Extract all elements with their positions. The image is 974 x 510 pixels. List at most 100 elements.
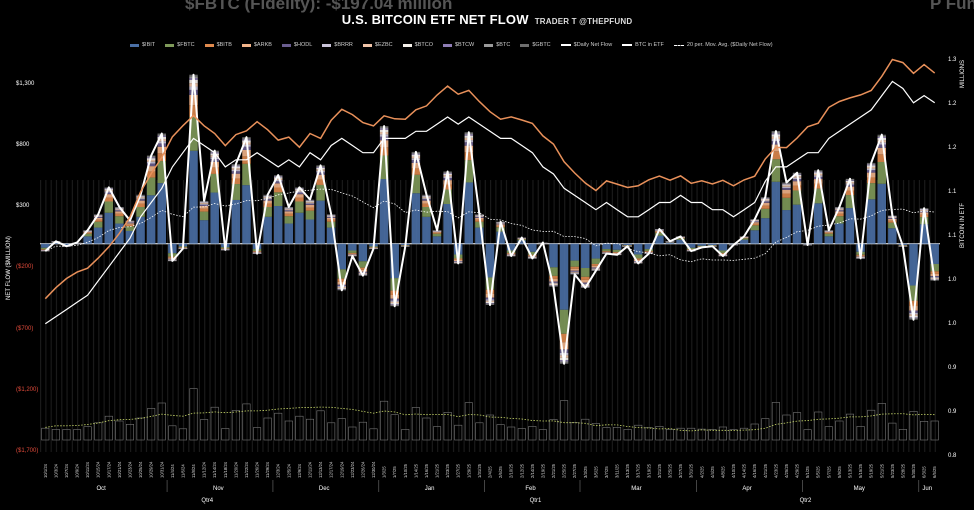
flow-bar-hodl — [274, 181, 283, 184]
lower-panel-bar — [380, 400, 389, 441]
flow-bar-bitb — [559, 333, 569, 343]
flow-bar-arkb — [845, 186, 855, 191]
background-bar — [225, 180, 227, 452]
flow-bar-ibit — [676, 239, 685, 244]
background-bar — [468, 180, 471, 452]
flow-bar-ibit — [718, 243, 728, 251]
x-tick-label: 2/19/25 — [540, 463, 545, 478]
flow-bar-btco — [782, 184, 791, 186]
btc-in-etf-line — [44, 80, 936, 325]
legend-label: $ARKB — [253, 42, 272, 48]
flow-bar-brrr — [835, 209, 844, 211]
flow-bar-ezbc — [761, 199, 770, 201]
flow-bar-hodl — [242, 146, 251, 150]
flow-bar-gbtc — [41, 251, 50, 252]
background-bar — [415, 180, 418, 452]
lower-panel-bar — [390, 414, 399, 441]
legend-label: BTC in ETF — [635, 42, 664, 48]
x-tick-label: 10/9/24 — [75, 463, 80, 478]
lower-panel-bar — [708, 429, 717, 441]
background-bar — [373, 180, 375, 452]
month-label: May — [853, 486, 865, 492]
flow-bar-ibit — [919, 224, 929, 244]
legend-item: $GBTC — [520, 42, 551, 48]
flow-bar-fbtc — [655, 232, 664, 236]
chart-title-text: U.S. BITCOIN ETF NET FLOW — [341, 12, 529, 27]
background-bar — [98, 180, 100, 452]
month-label: Jun — [922, 486, 933, 492]
lower-panel-bar — [115, 420, 124, 441]
flow-bar-btcw — [782, 183, 791, 185]
legend-label: $GBTC — [532, 42, 551, 48]
background-bar — [66, 180, 68, 452]
y2-tick-label: 1.3 — [948, 57, 957, 63]
lower-panel-bar — [369, 428, 378, 441]
flow-bar-arkb — [284, 211, 294, 214]
background-bar — [209, 180, 211, 452]
background-bar — [659, 180, 661, 452]
lower-panel-bar — [253, 427, 262, 441]
flow-bar-ibit — [136, 216, 145, 244]
flow-bar-ibit — [348, 243, 357, 251]
y-axis-title: NET FLOW ($MILLION) — [6, 236, 12, 300]
legend-item: $BTCW — [443, 42, 474, 48]
x-tick-label: 3/3/25 — [583, 466, 588, 478]
flow-bar-arkb — [634, 259, 643, 261]
flow-bar-bitb — [104, 197, 114, 202]
background-bar — [341, 180, 343, 452]
flow-bar-ibit — [464, 182, 474, 244]
legend-label: $Daily Net Flow — [573, 42, 613, 48]
legend-label: $BTC — [496, 42, 511, 48]
flow-bar-arkb — [94, 217, 103, 220]
background-bar — [140, 180, 142, 452]
background-bar — [320, 180, 322, 452]
flow-bar-fbtc — [443, 189, 452, 204]
flow-bar-arkb — [835, 211, 844, 214]
flow-bar-bitb — [94, 219, 103, 222]
flow-bar-ibit — [337, 243, 346, 270]
lower-panel-bar — [221, 428, 230, 441]
flow-bar-fbtc — [348, 250, 357, 253]
flow-bar-brrr — [284, 209, 294, 211]
flow-bar-hodl — [835, 210, 844, 212]
flow-bar-fbtc — [305, 210, 315, 220]
flow-bar-ibit — [686, 243, 696, 248]
background-bar — [198, 180, 201, 452]
lower-panel-bar — [655, 426, 664, 441]
month-label: Oct — [96, 486, 106, 492]
flow-bar-bitb — [930, 271, 939, 274]
flow-bar-fbtc — [845, 195, 855, 209]
quarter-label: Qtr4 — [201, 498, 214, 504]
background-bar — [235, 180, 238, 452]
legend-label: $BRRR — [334, 42, 353, 48]
flow-bar-btco — [284, 208, 294, 209]
flow-bar-fbtc — [411, 174, 421, 194]
flow-bar-bitb — [718, 252, 728, 254]
flow-bar-fbtc — [750, 225, 759, 231]
background-bar — [151, 180, 153, 452]
background-bar — [791, 180, 793, 452]
flow-bar-ezbc — [570, 272, 579, 273]
lower-panel-bar — [750, 423, 759, 441]
flow-bar-bitb — [210, 167, 219, 174]
lower-panel-bar — [856, 426, 865, 441]
flow-bar-bitb — [83, 232, 92, 234]
background-bar — [892, 180, 894, 452]
flow-bar-ibit — [432, 236, 442, 244]
legend-swatch — [402, 43, 412, 47]
background-bar — [516, 180, 518, 452]
background-bar — [786, 180, 788, 452]
background-bar — [802, 180, 804, 452]
background-bar — [580, 180, 582, 452]
flow-bar-hodl — [771, 141, 781, 145]
month-label: Nov — [213, 486, 224, 492]
x-tick-label: 3/27/25 — [678, 463, 683, 478]
flow-bar-ibit — [644, 243, 654, 250]
lower-panel-bar — [62, 429, 71, 441]
flow-bar-ibit — [623, 243, 632, 246]
lower-panel-bar — [845, 413, 855, 441]
flow-bar-ibit — [475, 227, 484, 244]
x-tick-label: 11/14/24 — [212, 461, 217, 478]
x-tick-label: 6/5/25 — [932, 466, 937, 478]
